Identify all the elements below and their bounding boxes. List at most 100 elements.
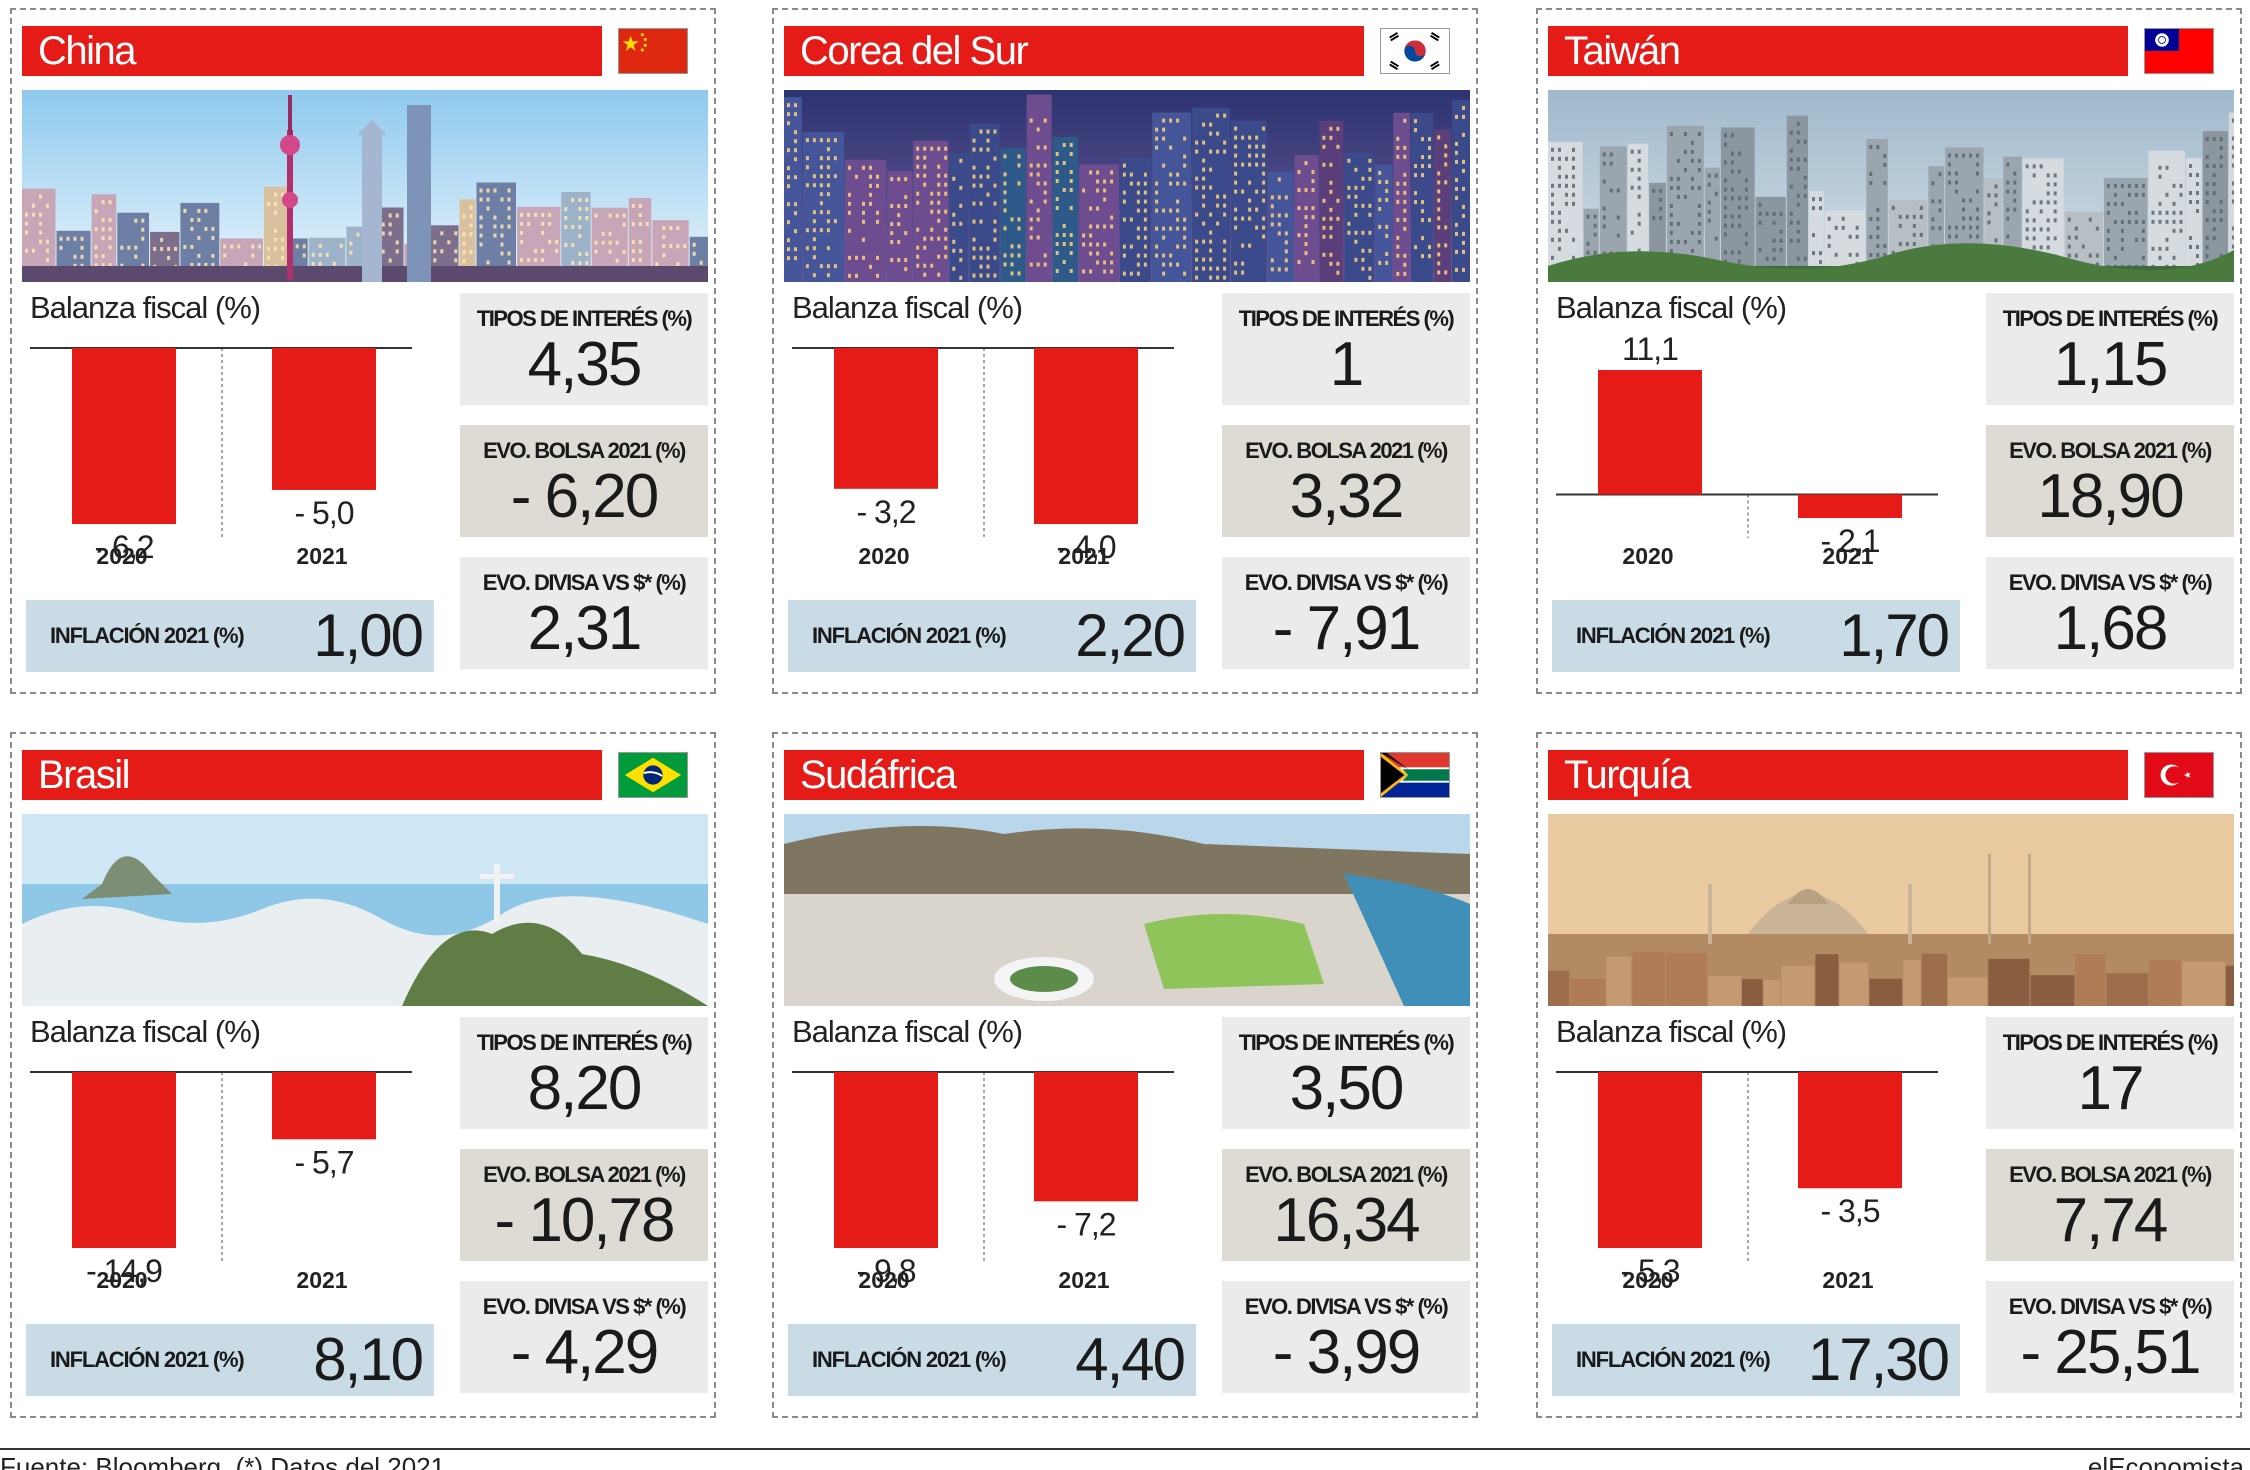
year-label-2020: 2020 <box>1622 1267 1673 1293</box>
inflation-value: 2,20 <box>1075 602 1186 669</box>
inflation-value: 8,10 <box>313 1326 424 1393</box>
stock-evolution-value: - 10,78 <box>494 1186 675 1255</box>
inflation-label: INFLACIÓN 2021 (%) <box>50 1347 245 1372</box>
country-panel: Sudáfrica Balanza fiscal (%) - 9,8 2020 - 7,… <box>772 732 1478 1418</box>
currency-evolution-label: EVO. DIVISA VS $* (%) <box>482 1294 687 1319</box>
country-panel: China Balanza fiscal (%) - 6,2 2020 - 5,0 202… <box>10 8 716 694</box>
value-label-2020: - 6,2 <box>94 529 153 565</box>
currency-evolution-value: - 7,91 <box>1272 594 1422 663</box>
value-label-2020: - 3,2 <box>856 494 915 530</box>
currency-evolution-value: - 25,51 <box>2020 1318 2201 1387</box>
stock-evolution-value: 18,90 <box>2037 462 2184 531</box>
footer-source: Fuente: Bloomberg. (*) Datos del 2021. <box>0 1452 453 1470</box>
interest-rate-box: TIPOS DE INTERÉS (%) 4,35 <box>460 293 708 405</box>
country-panel: Turquía Balanza fiscal (%) - 5,3 2020 - 3,5 2… <box>1536 732 2242 1418</box>
interest-rate-value: 8,20 <box>527 1054 643 1123</box>
value-label-2021: - 5,0 <box>294 495 353 531</box>
interest-rate-label: TIPOS DE INTERÉS (%) <box>2002 1030 2219 1055</box>
year-label-2021: 2021 <box>1058 543 1109 569</box>
currency-evolution-label: EVO. DIVISA VS $* (%) <box>2008 1294 2213 1319</box>
currency-evolution-value: - 3,99 <box>1272 1318 1422 1387</box>
value-label-2020: - 14,9 <box>86 1253 162 1289</box>
fiscal-balance-chart: - 9,8 2020 - 7,2 2021 <box>774 1052 1214 1322</box>
seoul-skyline-photo <box>784 90 1470 282</box>
stock-evolution-label: EVO. BOLSA 2021 (%) <box>1245 1162 1448 1187</box>
interest-rate-box: TIPOS DE INTERÉS (%) 1,15 <box>1986 293 2234 405</box>
bar-2020 <box>72 1072 176 1248</box>
value-label-2021: - 7,2 <box>1056 1206 1115 1242</box>
interest-rate-box: TIPOS DE INTERÉS (%) 17 <box>1986 1017 2234 1129</box>
value-label-2020: - 5,3 <box>1620 1253 1679 1289</box>
footer-brand: elEconomista <box>2087 1452 2244 1470</box>
stock-evolution-label: EVO. BOLSA 2021 (%) <box>2009 1162 2212 1187</box>
country-title: Turquía <box>1548 750 2128 800</box>
interest-rate-box: TIPOS DE INTERÉS (%) 3,50 <box>1222 1017 1470 1129</box>
country-title: China <box>22 26 602 76</box>
bar-2021 <box>1034 348 1138 524</box>
currency-evolution-label: EVO. DIVISA VS $* (%) <box>2008 570 2213 595</box>
inflation-box: INFLACIÓN 2021 (%) 1,00 <box>26 600 434 672</box>
stock-evolution-label: EVO. BOLSA 2021 (%) <box>2009 438 2212 463</box>
shanghai-skyline-photo <box>22 90 708 282</box>
country-panel: Taiwán Balanza fiscal (%) 11,1 2020 - 2,1 202… <box>1536 8 2242 694</box>
chart-title: Balanza fiscal (%) <box>1556 290 1787 325</box>
interest-rate-label: TIPOS DE INTERÉS (%) <box>1238 306 1455 331</box>
bar-2020 <box>1598 1072 1702 1248</box>
interest-rate-value: 3,50 <box>1289 1054 1405 1123</box>
year-label-2021: 2021 <box>296 543 347 569</box>
currency-evolution-label: EVO. DIVISA VS $* (%) <box>1244 570 1449 595</box>
stock-evolution-value: - 6,20 <box>510 462 660 531</box>
bar-2021 <box>272 348 376 490</box>
bar-2020 <box>1598 370 1702 495</box>
chart-title: Balanza fiscal (%) <box>1556 1014 1787 1049</box>
istanbul-mosque-photo <box>1548 814 2234 1006</box>
bar-2020 <box>72 348 176 524</box>
south-africa-flag-icon <box>1380 752 1450 798</box>
inflation-label: INFLACIÓN 2021 (%) <box>812 623 1007 648</box>
fiscal-balance-chart: - 6,2 2020 - 5,0 2021 <box>12 328 452 598</box>
fiscal-balance-chart: 11,1 2020 - 2,1 2021 <box>1538 328 1978 598</box>
country-panel: Corea del Sur Balanza fiscal (%) - 3,2 2020… <box>772 8 1478 694</box>
stock-evolution-value: 7,74 <box>2053 1186 2169 1255</box>
cape-town-aerial-photo <box>784 814 1470 1006</box>
value-label-2021: - 2,1 <box>1820 523 1879 559</box>
interest-rate-label: TIPOS DE INTERÉS (%) <box>2002 306 2219 331</box>
country-title: Corea del Sur <box>784 26 1364 76</box>
currency-evolution-box: EVO. DIVISA VS $* (%) - 7,91 <box>1222 557 1470 669</box>
inflation-label: INFLACIÓN 2021 (%) <box>1576 1347 1771 1372</box>
inflation-label: INFLACIÓN 2021 (%) <box>812 1347 1007 1372</box>
chart-title: Balanza fiscal (%) <box>792 290 1023 325</box>
inflation-box: INFLACIÓN 2021 (%) 1,70 <box>1552 600 1960 672</box>
inflation-value: 1,70 <box>1839 602 1950 669</box>
year-label-2020: 2020 <box>858 543 909 569</box>
currency-evolution-value: - 4,29 <box>510 1318 660 1387</box>
currency-evolution-box: EVO. DIVISA VS $* (%) - 3,99 <box>1222 1281 1470 1393</box>
bar-2021 <box>1034 1072 1138 1202</box>
currency-evolution-box: EVO. DIVISA VS $* (%) - 4,29 <box>460 1281 708 1393</box>
value-label-2021: - 3,5 <box>1820 1193 1879 1229</box>
stock-evolution-box: EVO. BOLSA 2021 (%) 3,32 <box>1222 425 1470 537</box>
china-flag-icon <box>618 28 688 74</box>
footer-divider <box>0 1448 2250 1450</box>
year-label-2021: 2021 <box>1058 1267 1109 1293</box>
chart-title: Balanza fiscal (%) <box>30 1014 261 1049</box>
country-title: Sudáfrica <box>784 750 1364 800</box>
stock-evolution-box: EVO. BOLSA 2021 (%) 16,34 <box>1222 1149 1470 1261</box>
chart-title: Balanza fiscal (%) <box>30 290 261 325</box>
stock-evolution-label: EVO. BOLSA 2021 (%) <box>483 438 686 463</box>
country-title: Taiwán <box>1548 26 2128 76</box>
south-korea-flag-icon <box>1380 28 1450 74</box>
interest-rate-value: 1,15 <box>2053 330 2169 399</box>
bar-2021 <box>272 1072 376 1140</box>
interest-rate-label: TIPOS DE INTERÉS (%) <box>1238 1030 1455 1055</box>
stock-evolution-value: 3,32 <box>1289 462 1405 531</box>
year-label-2020: 2020 <box>96 543 147 569</box>
interest-rate-label: TIPOS DE INTERÉS (%) <box>476 1030 693 1055</box>
turkey-flag-icon <box>2144 752 2214 798</box>
currency-evolution-box: EVO. DIVISA VS $* (%) 1,68 <box>1986 557 2234 669</box>
